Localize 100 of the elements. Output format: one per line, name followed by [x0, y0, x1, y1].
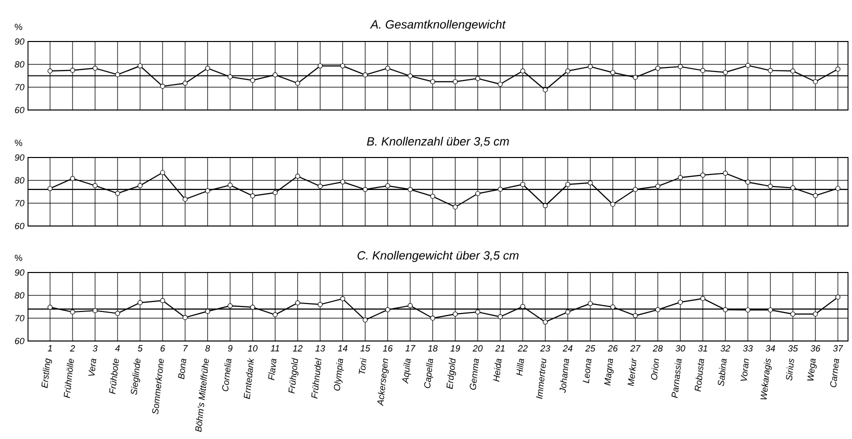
text: 16 — [382, 345, 393, 352]
point — [408, 303, 413, 308]
y-tick-label: 70 — [15, 200, 24, 206]
text: 20 — [472, 345, 483, 352]
text: 6 — [160, 345, 166, 352]
text: 30 — [676, 345, 686, 352]
text: 7 — [184, 345, 188, 352]
point — [520, 304, 526, 310]
x-tick-label: Carnea — [830, 358, 840, 388]
text: 27 — [630, 345, 641, 352]
text: 12 — [292, 345, 303, 352]
point — [272, 312, 278, 318]
text: 18 — [428, 345, 438, 352]
point — [745, 307, 750, 312]
text: 15 — [360, 345, 370, 352]
point — [790, 68, 796, 74]
point — [722, 70, 728, 75]
x-tick-label: Sommerkrone — [152, 358, 164, 414]
x-tick-label: Wega — [807, 358, 817, 380]
point — [205, 66, 210, 71]
y-tick-label: 80 — [14, 61, 24, 68]
point — [385, 183, 390, 188]
text: 33 — [743, 345, 753, 352]
x-tick-label: Frühmölle — [64, 358, 74, 398]
point — [565, 182, 570, 187]
y-tick-label: 80 — [14, 177, 24, 184]
point — [678, 175, 683, 180]
point — [48, 304, 53, 310]
y-axis-title: % — [14, 254, 22, 262]
point — [722, 170, 728, 176]
text: 4 — [115, 345, 120, 352]
x-tick-label: Magna — [604, 358, 614, 386]
point — [295, 174, 300, 179]
point — [362, 186, 368, 192]
x-tick-label: Bona — [178, 358, 186, 380]
point — [340, 63, 346, 68]
point — [632, 74, 638, 80]
chart-title: A. Gesamtknollengewicht — [370, 20, 506, 32]
x-tick-label: Toni — [358, 358, 366, 374]
x-tick-label: Aquila — [402, 358, 411, 384]
x-tick-label: Orion — [651, 358, 660, 380]
point — [452, 79, 458, 84]
text: 5 — [138, 345, 143, 352]
text: 8 — [205, 345, 210, 352]
point — [430, 79, 436, 84]
point — [182, 196, 188, 202]
point — [542, 203, 548, 208]
text: 21 — [495, 345, 504, 352]
y-tick-label: 60 — [15, 106, 24, 114]
point — [115, 72, 120, 78]
point — [790, 312, 796, 317]
point — [520, 182, 526, 187]
text: 14 — [338, 345, 348, 352]
point — [228, 303, 233, 308]
text: 9 — [228, 345, 232, 352]
point — [835, 294, 840, 300]
x-tick-label: Olympia — [334, 358, 344, 391]
text: 24 — [562, 345, 572, 352]
point — [295, 300, 300, 306]
text: 34 — [766, 345, 776, 352]
x-tick-label: Flava — [268, 358, 276, 380]
point — [430, 316, 436, 321]
point — [542, 320, 548, 325]
point — [700, 68, 706, 73]
point — [138, 300, 143, 306]
y-tick-label: 70 — [15, 84, 24, 90]
point — [745, 62, 750, 68]
x-tick-label: Vera — [88, 358, 96, 376]
y-tick-label: 60 — [15, 222, 24, 230]
x-tick-label: Erstling — [41, 358, 52, 388]
text: 17 — [405, 345, 416, 352]
point — [115, 190, 120, 196]
point — [452, 204, 458, 210]
point — [272, 72, 278, 78]
text: 28 — [652, 345, 663, 352]
y-axis-title: % — [14, 24, 22, 30]
point — [92, 308, 98, 314]
point — [182, 314, 188, 320]
point — [228, 182, 233, 188]
x-tick-label: Cornelia — [222, 358, 232, 392]
point — [588, 64, 593, 70]
text: 19 — [450, 345, 460, 352]
point — [745, 180, 750, 185]
x-tick-label: Sirius — [786, 358, 794, 381]
chart-title: B. Knollenzahl über 3,5 cm — [366, 136, 509, 148]
point — [678, 64, 683, 70]
point — [768, 307, 773, 312]
point — [70, 176, 76, 182]
x-tick-label: Sabina — [718, 358, 727, 386]
point — [655, 184, 660, 189]
point — [340, 179, 346, 184]
text: 25 — [585, 345, 596, 352]
x-tick-label: Capella — [424, 358, 434, 388]
point — [632, 186, 638, 192]
point — [430, 194, 436, 199]
chart-title: C. Knollengewicht über 3,5 cm — [358, 250, 518, 262]
point — [610, 202, 616, 207]
point — [700, 296, 706, 302]
point — [160, 84, 166, 89]
point — [385, 307, 390, 312]
